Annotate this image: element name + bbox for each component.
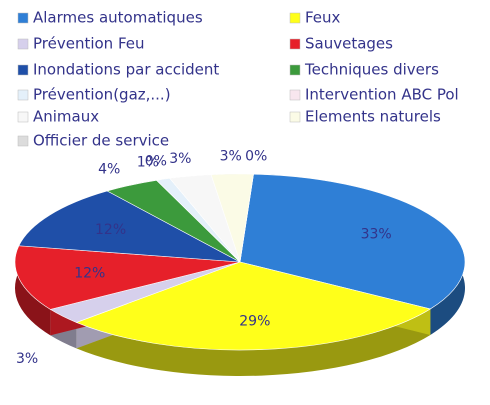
value-label: 29% <box>239 314 270 330</box>
legend-marker <box>17 89 29 101</box>
value-label: 1% <box>137 155 159 171</box>
slice <box>75 261 432 351</box>
legend-marker <box>289 89 301 101</box>
legend-marker <box>17 12 29 24</box>
value-label: 0% <box>145 154 167 170</box>
slice-side <box>76 308 431 377</box>
legend-label: Elements naturels <box>305 108 441 126</box>
pie-tops <box>14 173 466 351</box>
value-label: 12% <box>95 222 126 238</box>
legend-label: Animaux <box>33 108 99 126</box>
legend-marker <box>289 111 301 123</box>
value-label: 3% <box>220 148 242 164</box>
legend-label: Prévention Feu <box>33 35 145 53</box>
value-label: 3% <box>169 151 191 167</box>
slice-side <box>14 245 51 336</box>
legend-label: Alarmes automatiques <box>33 9 203 27</box>
legend-label: Intervention ABC Pol <box>305 86 459 104</box>
slice <box>239 173 466 310</box>
legend-marker <box>17 64 29 76</box>
legend-marker <box>17 111 29 123</box>
legend-label: Sauvetages <box>305 35 393 53</box>
slice <box>18 190 241 263</box>
legend-marker <box>289 12 301 24</box>
legend-marker <box>17 135 29 147</box>
pie-labels: 33%29%3%12%12%4% 1%0% 3% 3% 0% <box>16 148 392 366</box>
legend-label: Feux <box>305 9 341 27</box>
legend-label: Techniques divers <box>304 61 439 79</box>
value-label: 0% <box>245 149 267 165</box>
value-label: 33% <box>361 227 392 243</box>
slice <box>14 245 241 310</box>
legend-marker <box>289 64 301 76</box>
legend-marker <box>289 38 301 50</box>
legend-label: Inondations par accident <box>33 61 219 79</box>
legend-label: Prévention(gaz,...) <box>33 86 171 104</box>
legend-marker <box>17 38 29 50</box>
value-label: 12% <box>74 265 105 281</box>
value-label: 4% <box>98 162 120 178</box>
value-label: 3% <box>16 351 38 367</box>
legend-label: Officier de service <box>33 132 169 150</box>
